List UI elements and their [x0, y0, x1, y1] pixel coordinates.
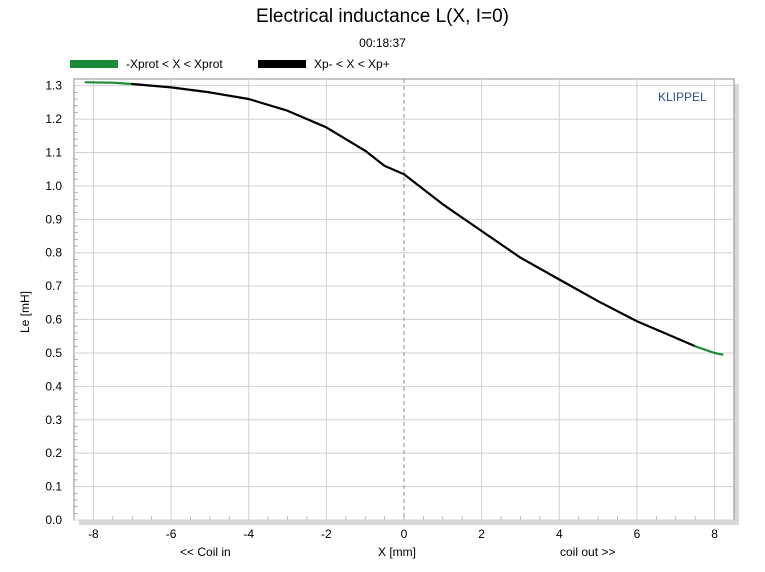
y-tick-label: 0.0 [45, 513, 62, 527]
y-tick-label: 0.4 [45, 379, 62, 393]
chart-title: Electrical inductance L(X, I=0) [256, 6, 509, 27]
y-tick-label: 0.8 [45, 246, 62, 260]
x-axis-label: X [mm] [378, 545, 416, 559]
chart-subtitle: 00:18:37 [359, 36, 406, 50]
x-tick-label: -6 [166, 527, 177, 541]
y-tick-label: 0.9 [45, 212, 62, 226]
series-line-1 [131, 82, 697, 348]
series-line-2 [694, 345, 724, 356]
legend-label-protect: -Xprot < X < Xprot [126, 57, 223, 71]
legend-swatch-protect [70, 60, 118, 68]
y-tick-label: 0.5 [45, 346, 62, 360]
y-tick-label: 1.1 [45, 146, 62, 160]
y-tick-label: 1.0 [45, 179, 62, 193]
y-tick-label: 0.7 [45, 279, 62, 293]
y-tick-label: 1.3 [45, 79, 62, 93]
x-tick-label: -8 [88, 527, 99, 541]
y-tick-labels: 0.0 0.1 0.2 0.3 0.4 0.5 0.6 0.7 0.8 0.9 1.0 1.1 1.2 1… [45, 79, 62, 527]
legend-item-protect: -Xprot < X < Xprot [70, 56, 223, 72]
x-caption-right: coil out >> [560, 545, 616, 559]
legend-label-main: Xp- < X < Xp+ [314, 57, 390, 71]
x-tick-label: -4 [243, 527, 254, 541]
x-tick-label: 0 [401, 527, 408, 541]
x-caption-left: << Coil in [180, 545, 231, 559]
y-tick-label: 0.3 [45, 413, 62, 427]
y-tick-label: 0.1 [45, 480, 62, 494]
legend-swatch-main [258, 60, 306, 68]
x-tick-label: -2 [321, 527, 332, 541]
brand-logo-text: KLIPPEL [658, 90, 707, 104]
x-tick-label: 2 [478, 527, 485, 541]
y-axis-label: Le [mH] [18, 290, 33, 334]
x-tick-label: 8 [711, 527, 718, 541]
x-tick-label: 4 [556, 527, 563, 541]
legend-item-main: Xp- < X < Xp+ [258, 56, 390, 72]
x-tick-labels: -8 -6 -4 -2 0 2 4 6 8 [88, 527, 718, 541]
series-group [84, 81, 724, 356]
series-line-0 [84, 81, 134, 86]
y-tick-label: 0.6 [45, 313, 62, 327]
y-tick-label: 1.2 [45, 112, 62, 126]
x-tick-label: 6 [634, 527, 641, 541]
grid [73, 78, 735, 521]
y-tick-label: 0.2 [45, 446, 62, 460]
